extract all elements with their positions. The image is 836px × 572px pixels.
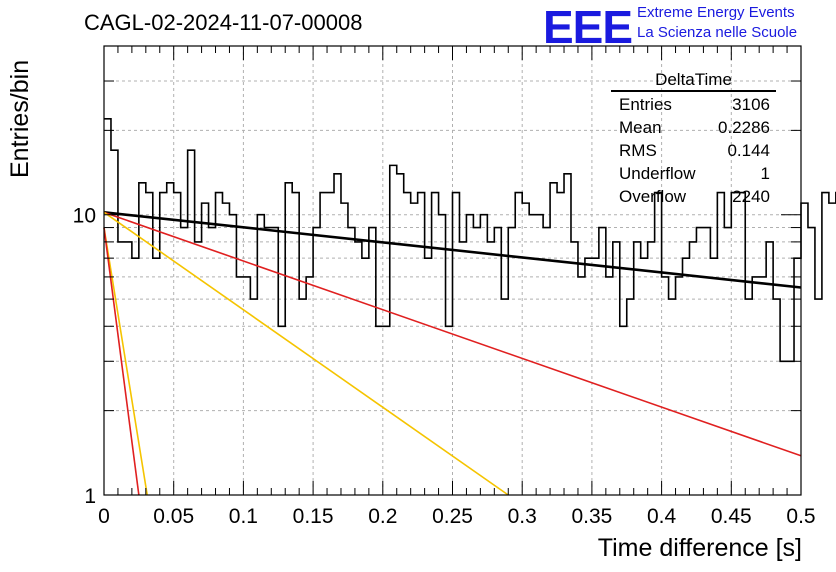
y-tick-label: 1 (84, 485, 96, 508)
y-tick-label: 10 (73, 205, 96, 228)
x-tick-label: 0.15 (293, 505, 334, 528)
stats-label: Overflow (619, 187, 687, 206)
x-tick-label: 0.4 (647, 505, 677, 528)
stats-row-underflow: Underflow 1 (611, 162, 776, 185)
x-tick-label: 0.2 (368, 505, 397, 528)
tick-labels: 0 0.05 0.1 0.15 0.2 0.25 0.3 0.35 0.4 0.45 0.5 1 10 (73, 205, 816, 528)
stats-box: DeltaTime Entries 3106 Mean 0.2286 RMS 0… (611, 70, 776, 208)
fit-line (103, 227, 140, 496)
x-tick-label: 0 (98, 505, 110, 528)
axis-ticks (103, 45, 802, 496)
x-tick-label: 0.05 (153, 505, 194, 528)
stats-label: Entries (619, 95, 672, 114)
stats-value: 0.2286 (718, 118, 770, 137)
stats-title: DeltaTime (611, 70, 776, 92)
fit-line (103, 211, 802, 289)
histogram-steps (104, 117, 836, 363)
fit-line (103, 211, 509, 496)
stats-value: 2240 (732, 187, 770, 206)
y-axis-label: Entries/bin (6, 59, 34, 178)
x-axis-label: Time difference [s] (597, 534, 802, 562)
x-tick-label: 0.45 (711, 505, 752, 528)
stats-value: 0.144 (727, 141, 770, 160)
x-tick-label: 0.1 (229, 505, 258, 528)
x-tick-label: 0.35 (571, 505, 612, 528)
logo-subtitle-1: Extreme Energy Events (637, 4, 795, 21)
stats-value: 3106 (732, 95, 770, 114)
stats-row-rms: RMS 0.144 (611, 139, 776, 162)
chart-title: CAGL-02-2024-11-07-00008 (84, 10, 363, 35)
fit-line (103, 227, 149, 496)
x-tick-label: 0.5 (786, 505, 815, 528)
stats-row-overflow: Overflow 2240 (611, 185, 776, 208)
fit-line (103, 211, 802, 457)
fit-lines (103, 211, 802, 496)
eee-logo: EEE (543, 1, 633, 53)
logo-subtitle-2: La Scienza nelle Scuole (637, 24, 798, 41)
stats-label: RMS (619, 141, 657, 160)
stats-row-mean: Mean 0.2286 (611, 116, 776, 139)
x-tick-label: 0.25 (432, 505, 473, 528)
histogram (104, 117, 836, 363)
x-tick-label: 0.3 (508, 505, 537, 528)
stats-label: Underflow (619, 164, 696, 183)
stats-label: Mean (619, 118, 662, 137)
stats-row-entries: Entries 3106 (611, 93, 776, 116)
stats-value: 1 (760, 164, 770, 183)
